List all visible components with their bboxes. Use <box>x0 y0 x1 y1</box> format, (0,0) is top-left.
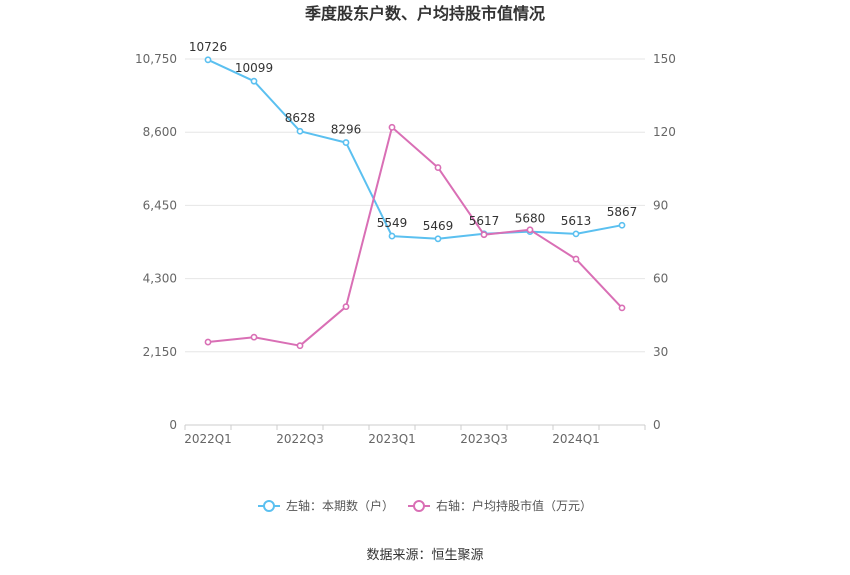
chart-title: 季度股东户数、户均持股市值情况 <box>304 4 545 23</box>
x-tick-label: 2023Q3 <box>460 432 508 446</box>
data-label: 8628 <box>285 111 316 125</box>
series-point-1 <box>296 342 304 350</box>
x-tick-label: 2022Q1 <box>184 432 232 446</box>
left-y-tick-label: 8,600 <box>143 125 177 139</box>
grid <box>185 58 645 426</box>
data-label: 5469 <box>423 219 454 233</box>
legend[interactable]: 左轴：本期数（户） 右轴：户均持股市值（万元） <box>258 498 592 513</box>
series-point-1 <box>204 338 212 346</box>
series-line-1 <box>207 126 623 347</box>
series-point-0 <box>342 139 350 146</box>
source-note: 数据来源：恒生聚源 <box>366 548 483 563</box>
data-labels: 10726 10099 8628 8296 5549 5469 5617 5680 5613 58… <box>189 40 637 233</box>
series-point-0 <box>388 232 396 240</box>
legend-label: 左轴：本期数（户） <box>286 498 394 513</box>
series-point-1 <box>572 255 580 263</box>
series-point-1 <box>618 304 626 312</box>
series-point-1 <box>480 231 488 239</box>
x-tick-label: 2024Q1 <box>552 432 600 446</box>
series-point-0 <box>434 235 442 243</box>
series-point-1 <box>388 123 396 131</box>
right-y-tick-label: 90 <box>653 198 668 212</box>
series-point-1 <box>434 164 442 171</box>
series-point-1 <box>250 333 258 341</box>
legend-label: 右轴：户均持股市值（万元） <box>436 498 592 513</box>
left-y-axis: 0 2,150 4,300 6,450 8,600 10,750 <box>135 52 177 432</box>
series-point-0 <box>572 230 580 238</box>
right-y-tick-label: 0 <box>653 418 661 432</box>
legend-marker-icon <box>413 500 425 512</box>
legend-item-0[interactable]: 左轴：本期数（户） <box>258 498 394 513</box>
right-y-axis: 0 30 60 90 120 150 <box>653 52 676 432</box>
right-y-tick-label: 60 <box>653 272 668 286</box>
right-y-tick-label: 150 <box>653 52 676 66</box>
right-y-tick-label: 120 <box>653 125 676 139</box>
series-line-0 <box>207 58 623 240</box>
data-label: 10099 <box>235 61 273 75</box>
series-point-0 <box>618 221 626 229</box>
left-y-tick-label: 6,450 <box>143 198 177 212</box>
data-label: 5613 <box>561 214 592 228</box>
left-y-tick-label: 4,300 <box>143 272 177 286</box>
series-point-0 <box>296 127 304 135</box>
x-tick-label: 2022Q3 <box>276 432 324 446</box>
data-label: 10726 <box>189 40 227 54</box>
series-point-1 <box>342 303 350 311</box>
series-point-1 <box>526 226 534 234</box>
data-label: 5680 <box>515 212 546 226</box>
legend-marker-icon <box>263 500 275 512</box>
series-layer <box>204 56 626 350</box>
right-y-tick-label: 30 <box>653 345 668 359</box>
data-label: 5867 <box>607 205 638 219</box>
left-y-tick-label: 10,750 <box>135 52 177 66</box>
data-label: 5549 <box>377 216 408 230</box>
legend-item-1[interactable]: 右轴：户均持股市值（万元） <box>408 498 592 513</box>
x-tick-label: 2023Q1 <box>368 432 416 446</box>
left-y-tick-label: 2,150 <box>143 345 177 359</box>
series-point-0 <box>204 56 212 64</box>
left-y-tick-label: 0 <box>169 418 177 432</box>
data-label: 5617 <box>469 214 500 228</box>
series-point-0 <box>250 77 258 85</box>
data-label: 8296 <box>331 123 362 137</box>
x-axis: 2022Q1 2022Q3 2023Q1 2023Q3 2024Q1 <box>184 425 646 446</box>
